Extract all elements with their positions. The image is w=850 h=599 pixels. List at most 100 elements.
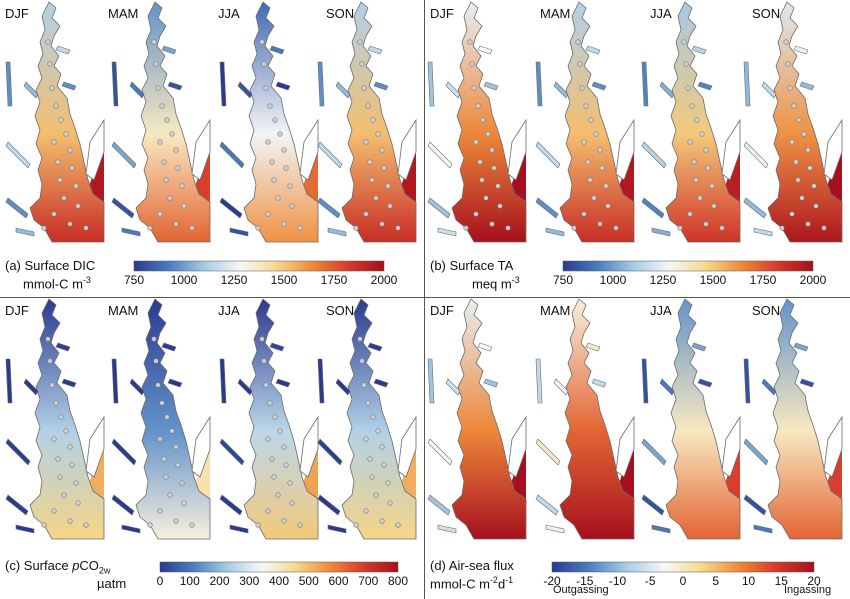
station-marker	[157, 211, 163, 217]
tributary	[477, 342, 493, 352]
colorbar-b-tick: 1000	[599, 273, 627, 287]
station-marker	[793, 159, 799, 165]
station-marker	[353, 225, 359, 231]
station-marker	[697, 195, 703, 201]
tributary	[641, 438, 667, 466]
bay-water	[29, 298, 105, 540]
bay-water	[341, 298, 417, 540]
station-marker	[463, 225, 469, 231]
tributary	[641, 494, 665, 516]
tributary	[427, 61, 435, 107]
station-marker	[269, 159, 275, 165]
tributary	[55, 45, 71, 55]
station-marker	[63, 428, 69, 434]
station-marker	[281, 518, 287, 524]
station-marker	[283, 462, 289, 468]
panel-a-units-text: mmol-C m	[23, 276, 83, 292]
station-marker	[689, 103, 695, 109]
panel-b-units: meq m-3	[430, 273, 520, 291]
station-marker	[805, 221, 811, 227]
tributary	[651, 227, 671, 237]
tributary	[111, 358, 119, 404]
tributary	[275, 378, 291, 388]
station-marker	[67, 221, 73, 227]
colorbar-c-tick: 800	[387, 574, 409, 588]
tributary	[691, 45, 707, 55]
station-marker	[471, 85, 477, 91]
station-marker	[379, 221, 385, 227]
station-marker	[53, 103, 59, 109]
bay-water	[451, 1, 527, 243]
peninsula-land	[823, 118, 843, 181]
map-d-0	[427, 298, 527, 540]
colorbar-d-tick: -5	[644, 574, 656, 588]
season-label-b-jja: JJA	[650, 6, 672, 21]
station-marker	[375, 428, 381, 434]
station-marker	[577, 61, 583, 67]
map-a-2	[219, 1, 319, 243]
station-marker	[363, 139, 369, 145]
station-marker	[159, 103, 165, 109]
station-marker	[297, 522, 303, 528]
panel-b-units-text: meq m	[472, 276, 512, 292]
station-marker	[167, 492, 173, 498]
panel-d-title: (d) Air-sea flux mmol-C m-2d-1	[430, 558, 514, 591]
station-marker	[173, 221, 179, 227]
panel-c-title-main: CO	[79, 558, 99, 573]
tributary	[317, 358, 325, 404]
station-marker	[379, 518, 385, 524]
tributary	[427, 438, 453, 466]
colorbar-d-tick: 0	[679, 574, 687, 588]
colorbar-c-tick: 0	[156, 574, 164, 588]
station-marker	[587, 177, 593, 183]
tributary	[761, 378, 777, 396]
station-marker	[467, 39, 473, 45]
station-marker	[67, 444, 73, 450]
panel-d-title-line1: (d) Air-sea flux	[430, 558, 514, 573]
tributary	[5, 358, 13, 404]
tributary	[427, 197, 451, 219]
tributary	[15, 524, 35, 534]
tributary	[229, 227, 249, 237]
tributary	[535, 197, 559, 219]
panel-d-units-text: mmol-C m	[430, 576, 490, 592]
colorbar-a-tick: 2000	[370, 273, 398, 287]
tributary	[545, 524, 565, 534]
tributary	[427, 141, 453, 169]
tributary	[327, 227, 347, 237]
station-marker	[811, 183, 817, 189]
tributary	[219, 438, 245, 466]
tributary	[161, 342, 177, 352]
station-marker	[261, 358, 267, 364]
station-marker	[685, 85, 691, 91]
tributary	[111, 197, 135, 219]
tributary	[317, 494, 341, 516]
bay-water	[559, 1, 635, 243]
tributary	[219, 358, 227, 404]
tributary	[23, 378, 39, 396]
station-marker	[161, 159, 167, 165]
tributary	[477, 45, 493, 55]
tributary	[743, 197, 767, 219]
station-marker	[155, 85, 161, 91]
station-marker	[801, 131, 807, 137]
station-marker	[491, 165, 497, 171]
station-marker	[163, 474, 169, 480]
tributary	[445, 378, 461, 396]
colorbar-c-tick: 200	[209, 574, 230, 588]
station-marker	[61, 195, 67, 201]
station-marker	[593, 131, 599, 137]
station-marker	[703, 221, 709, 227]
tributary	[799, 378, 815, 388]
station-marker	[505, 225, 511, 231]
colorbar-c-tick: 700	[358, 574, 379, 588]
station-marker	[473, 211, 479, 217]
colorbar-c-tick: 100	[179, 574, 200, 588]
station-marker	[283, 165, 289, 171]
tributary	[335, 378, 351, 396]
station-marker	[605, 203, 611, 209]
tributary	[111, 61, 119, 107]
station-marker	[259, 39, 265, 45]
station-marker	[357, 39, 363, 45]
tributary	[129, 378, 145, 396]
